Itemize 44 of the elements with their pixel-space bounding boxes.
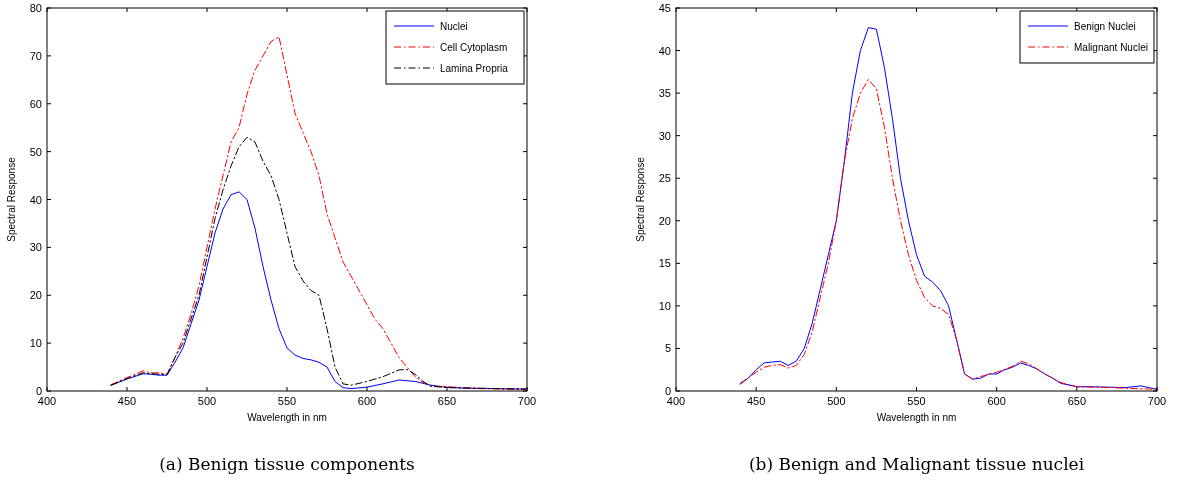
y-tick-label: 0 [35,385,42,397]
y-tick-label: 30 [658,129,671,142]
x-tick-label: 450 [746,395,766,407]
y-tick-label: 20 [29,289,42,302]
y-tick-label: 10 [658,299,671,312]
legend-label: Malignant Nuclei [1074,42,1148,53]
y-tick-label: 80 [29,2,42,14]
legend-label: Lamina Propria [440,63,509,74]
y-tick-label: 35 [658,87,671,100]
legend-label: Benign Nuclei [1074,21,1136,32]
x-tick-label: 550 [277,395,297,407]
x-tick-label: 550 [907,395,926,407]
x-tick-label: 500 [197,395,217,407]
text: (b) Benign and Malignant tissue nuclei [748,454,1085,474]
x-axis-title: Wavelength in nm [876,412,957,423]
y-tick-label: 0 [664,385,671,397]
y-tick-label: 20 [658,214,671,227]
text: (a) Benign tissue components [159,454,415,474]
x-tick-label: 450 [117,395,137,407]
x-tick-label: 500 [827,395,846,407]
x-tick-label: 400 [666,395,686,407]
y-tick-label: 50 [29,145,42,158]
y-tick-label: 45 [658,2,671,14]
y-tick-label: 10 [29,337,42,350]
legend-label: Nuclei [440,21,468,32]
y-tick-label: 5 [664,342,671,355]
y-tick-label: 30 [29,241,42,254]
y-tick-label: 60 [29,97,42,110]
y-tick-label: 15 [658,257,671,270]
x-tick-label: 700 [517,395,537,407]
x-tick-label: 650 [437,395,457,407]
y-tick-label: 25 [658,172,671,185]
y-tick-label: 40 [658,44,671,57]
legend-label: Cell Cytoplasm [440,42,508,53]
x-tick-label: 600 [987,395,1006,407]
x-tick-label: 400 [37,395,57,407]
x-tick-label: 700 [1147,395,1167,407]
y-axis-title: Spectral Response [635,156,646,242]
x-tick-label: 600 [357,395,377,407]
y-tick-label: 40 [29,193,42,206]
y-axis-title: Spectral Response [6,156,17,242]
y-tick-label: 70 [29,49,42,62]
x-tick-label: 650 [1067,395,1087,407]
x-axis-title: Wavelength in nm [247,412,327,423]
